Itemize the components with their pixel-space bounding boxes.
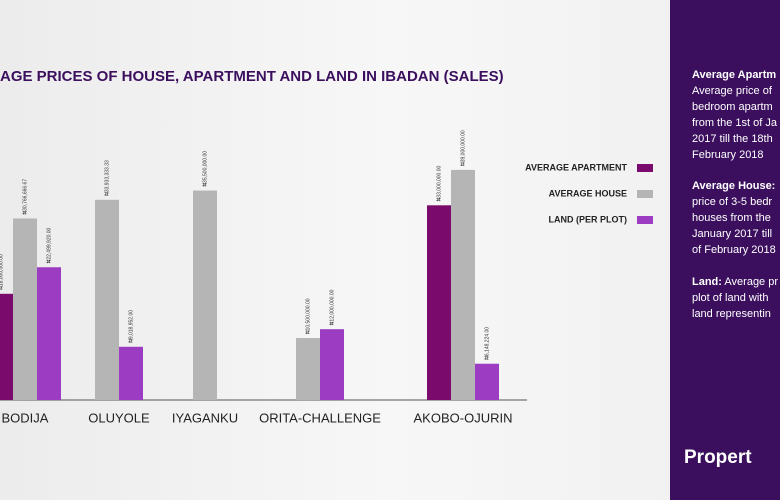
bar	[320, 329, 344, 400]
chart: AGE PRICES OF HOUSE, APARTMENT AND LAND …	[0, 68, 653, 425]
x-tick-label: OLUYOLE	[88, 410, 150, 425]
value-label: ₦18,000,000.00	[0, 254, 4, 290]
bar	[119, 346, 143, 400]
legend-label: AVERAGE HOUSE	[549, 188, 627, 198]
note-line: January 2017 till	[692, 228, 773, 240]
note-line: Average pr	[724, 276, 779, 288]
note-line: Average price of	[692, 85, 772, 97]
note-line: bedroom apartm	[692, 101, 773, 113]
x-tick-label: AKOBO-OJURIN	[414, 410, 513, 425]
bar	[427, 205, 451, 400]
note-line: of February 2018	[692, 244, 776, 256]
note-line: price of 3-5 bedr	[692, 196, 773, 208]
apartment-note: Average Apartm Average price of bedroom …	[692, 67, 777, 163]
value-label: ₦12,000,000.00	[329, 289, 335, 325]
bar	[193, 190, 217, 400]
house-note: Average House: price of 3-5 bedr houses …	[692, 178, 776, 258]
value-label: ₦9,018,952.00	[128, 310, 134, 343]
x-tick-label: IYAGANKU	[172, 410, 238, 425]
note-heading: Average House:	[692, 180, 776, 192]
bar	[0, 293, 13, 400]
value-label: ₦35,500,000.00	[202, 151, 208, 187]
legend-swatch	[637, 164, 653, 172]
bar	[37, 267, 61, 400]
note-line: 2017 till the 18th	[692, 133, 773, 145]
bar	[451, 169, 475, 400]
side-panel: Average Apartm Average price of bedroom …	[670, 0, 780, 500]
bar	[13, 218, 37, 400]
legend-label: AVERAGE APARTMENT	[525, 162, 627, 172]
brand: Propert	[684, 447, 752, 468]
bar	[296, 338, 320, 400]
note-heading: Average Apartm	[692, 69, 777, 81]
legend-swatch	[637, 216, 653, 224]
bar	[95, 199, 119, 400]
legend-swatch	[637, 190, 653, 198]
note-line: February 2018	[692, 149, 764, 161]
brand-name: Propert	[684, 447, 752, 468]
land-note: Land: Average pr plot of land with land …	[692, 274, 778, 322]
note-line: land representin	[692, 308, 771, 320]
note-line: plot of land with	[692, 292, 769, 304]
value-label: ₦22,499,920.00	[46, 227, 52, 263]
note-line: houses from the	[692, 212, 771, 224]
value-label: ₦33,933,333.33	[104, 160, 110, 196]
value-label: ₦39,000,000.00	[460, 130, 466, 166]
value-label: ₦6,148,224.00	[484, 327, 490, 360]
value-label: ₦33,000,000.00	[436, 165, 442, 201]
note-line: from the 1st of Ja	[692, 117, 777, 129]
value-label: ₦10,500,000.00	[305, 298, 311, 334]
value-label: ₦30,766,666.67	[22, 179, 28, 215]
x-tick-label: BODIJA	[2, 410, 49, 425]
chart-title: AGE PRICES OF HOUSE, APARTMENT AND LAND …	[0, 68, 504, 85]
bar	[475, 363, 499, 400]
x-tick-label: ORITA-CHALLENGE	[259, 410, 381, 425]
note-heading: Land:	[692, 276, 722, 288]
legend-label: LAND (PER PLOT)	[549, 214, 628, 224]
